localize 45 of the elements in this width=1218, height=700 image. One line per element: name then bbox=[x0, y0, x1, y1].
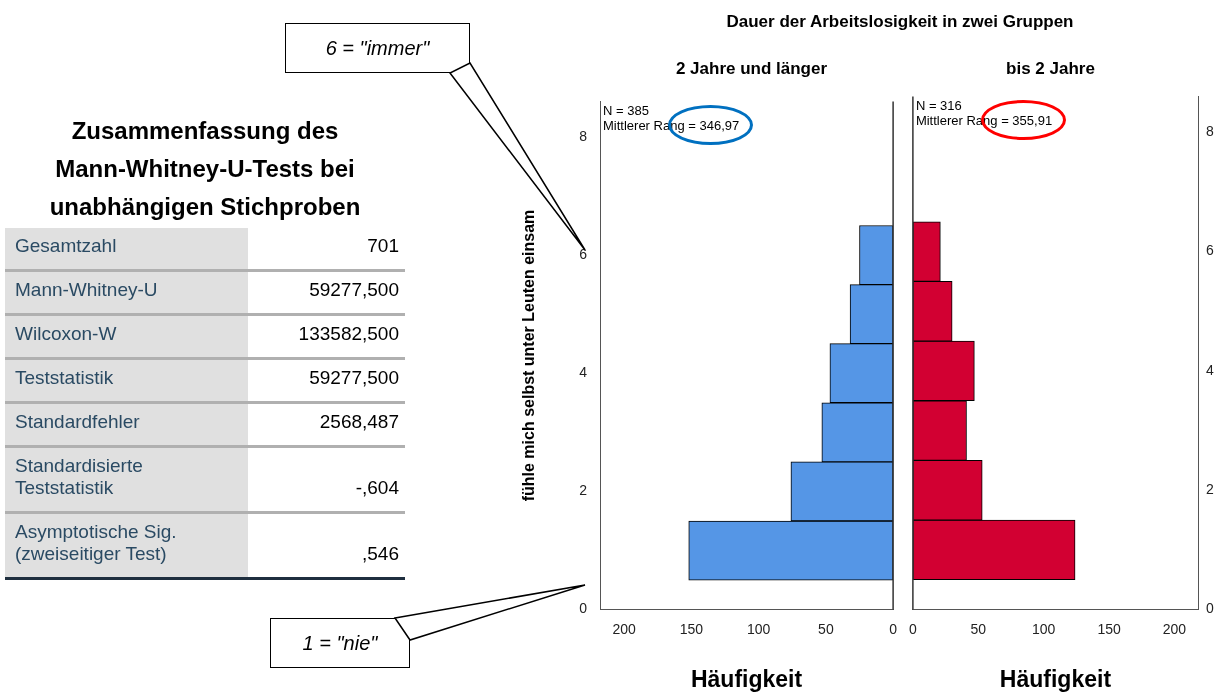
chart-subtitle: 2 Jahre und länger bbox=[674, 59, 829, 79]
chart-subtitle: bis 2 Jahre bbox=[1005, 59, 1096, 79]
y-tick-label: 6 bbox=[579, 245, 588, 262]
x-tick-label: 150 bbox=[1097, 620, 1121, 637]
y-tick-label: 2 bbox=[579, 482, 588, 499]
y-tick-label: 0 bbox=[579, 600, 588, 617]
y-tick-label: 2 bbox=[1206, 481, 1214, 498]
text: Asymptotische Sig. (zweiseitiger Test) bbox=[5, 512, 248, 579]
text: 1 = "nie" bbox=[270, 618, 410, 668]
x-tick-label: 150 bbox=[679, 620, 704, 637]
x-tick-label: 50 bbox=[970, 620, 987, 637]
text: 6 = "immer" bbox=[285, 23, 470, 73]
text: ,546 bbox=[361, 542, 400, 566]
x-tick-label: 100 bbox=[746, 620, 771, 637]
y-tick-label: 8 bbox=[579, 127, 588, 144]
text: Zusammenfassung des Mann-Whitney-U-Tests bei unabhängigen Stichproben bbox=[48, 116, 362, 222]
x-axis-title: Häufigkeit bbox=[690, 665, 803, 692]
text: 59277,500 bbox=[248, 358, 405, 403]
y-tick-label: 8 bbox=[1206, 123, 1214, 140]
annotation: N = 385 bbox=[603, 103, 649, 119]
x-tick-label: 0 bbox=[889, 620, 898, 637]
y-axis-title: fühle mich selbst unter Leuten einsam bbox=[520, 209, 538, 502]
text: Standardfehler bbox=[5, 402, 248, 447]
text: Teststatistik bbox=[5, 358, 248, 403]
x-tick-label: 0 bbox=[908, 620, 917, 637]
y-tick-label: 4 bbox=[1206, 361, 1214, 378]
y-tick-label: 6 bbox=[1206, 242, 1214, 259]
text: 701 bbox=[248, 228, 405, 271]
x-tick-label: 200 bbox=[1162, 620, 1187, 637]
y-tick-label: 0 bbox=[1206, 600, 1214, 617]
text: 59277,500 bbox=[248, 270, 405, 315]
text: 133582,500 bbox=[248, 314, 405, 359]
text: 2568,487 bbox=[248, 402, 405, 447]
x-tick-label: 50 bbox=[818, 620, 834, 637]
x-tick-label: 200 bbox=[612, 620, 637, 637]
text: Mann-Whitney-U bbox=[5, 270, 248, 315]
text: -,604 bbox=[248, 446, 405, 513]
y-tick-label: 4 bbox=[579, 364, 588, 381]
annotation: N = 316 bbox=[915, 98, 962, 114]
chart-title: Dauer der Arbeitslosigkeit in zwei Gruppen bbox=[725, 12, 1075, 32]
text: Standardisierte Teststatistik bbox=[5, 446, 248, 513]
text: Wilcoxon-W bbox=[5, 314, 248, 359]
text: Gesamtzahl bbox=[5, 228, 248, 271]
x-tick-label: 100 bbox=[1032, 620, 1056, 637]
x-axis-title: Häufigkeit bbox=[999, 665, 1112, 692]
